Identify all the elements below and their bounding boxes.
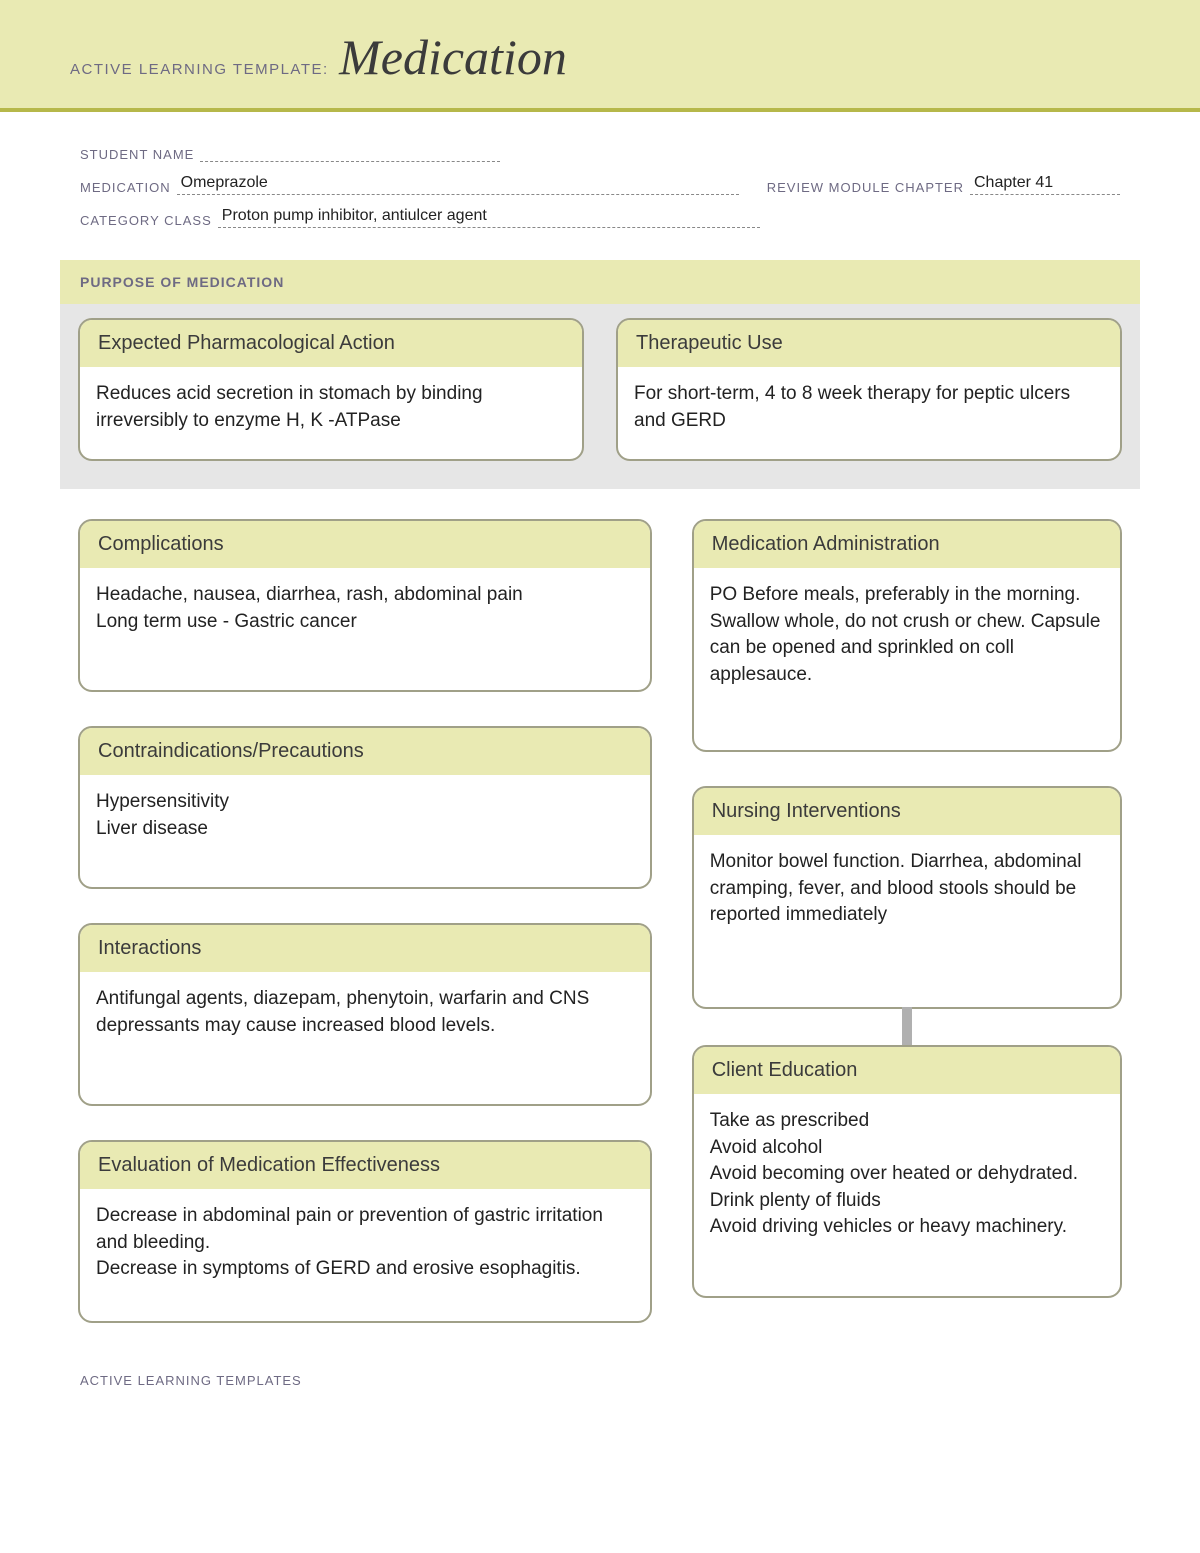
banner-title: Medication [339, 29, 567, 85]
right-column: Medication Administration PO Before meal… [692, 519, 1122, 1298]
review-value[interactable]: Chapter 41 [970, 174, 1120, 195]
therapeutic-use-card: Therapeutic Use For short-term, 4 to 8 w… [616, 318, 1122, 461]
pharm-action-title: Expected Pharmacological Action [80, 320, 582, 369]
education-title: Client Education [694, 1047, 1120, 1096]
medication-label: MEDICATION [80, 180, 171, 195]
review-label: REVIEW MODULE CHAPTER [767, 180, 964, 195]
administration-body: PO Before meals, preferably in the morni… [694, 570, 1120, 750]
student-name-label: STUDENT NAME [80, 147, 194, 162]
contraindications-body: Hypersensitivity Liver disease [80, 777, 650, 887]
education-body: Take as prescribed Avoid alcohol Avoid b… [694, 1096, 1120, 1296]
evaluation-body: Decrease in abdominal pain or prevention… [80, 1191, 650, 1321]
administration-title: Medication Administration [694, 521, 1120, 570]
interactions-title: Interactions [80, 925, 650, 974]
interactions-card: Interactions Antifungal agents, diazepam… [78, 923, 652, 1106]
purpose-section: Expected Pharmacological Action Reduces … [60, 304, 1140, 489]
contraindications-title: Contraindications/Precautions [80, 728, 650, 777]
purpose-heading: PURPOSE OF MEDICATION [60, 260, 1140, 304]
student-name-value[interactable] [200, 142, 500, 162]
complications-title: Complications [80, 521, 650, 570]
nursing-title: Nursing Interventions [694, 788, 1120, 837]
connector-line [902, 1007, 912, 1047]
contraindications-card: Contraindications/Precautions Hypersensi… [78, 726, 652, 889]
nursing-body: Monitor bowel function. Diarrhea, abdomi… [694, 837, 1120, 1007]
left-column: Complications Headache, nausea, diarrhea… [78, 519, 652, 1323]
nursing-card: Nursing Interventions Monitor bowel func… [692, 786, 1122, 1009]
medication-value[interactable]: Omeprazole [177, 174, 739, 195]
footer-text: ACTIVE LEARNING TEMPLATES [0, 1323, 1200, 1388]
spacer [692, 752, 1122, 786]
meta-block: STUDENT NAME MEDICATION Omeprazole REVIE… [0, 112, 1200, 260]
therapeutic-use-body: For short-term, 4 to 8 week therapy for … [618, 369, 1120, 459]
evaluation-title: Evaluation of Medication Effectiveness [80, 1142, 650, 1191]
administration-card: Medication Administration PO Before meal… [692, 519, 1122, 752]
evaluation-card: Evaluation of Medication Effectiveness D… [78, 1140, 652, 1323]
complications-card: Complications Headache, nausea, diarrhea… [78, 519, 652, 692]
main-grid: Complications Headache, nausea, diarrhea… [0, 489, 1200, 1323]
complications-body: Headache, nausea, diarrhea, rash, abdomi… [80, 570, 650, 690]
education-card: Client Education Take as prescribed Avoi… [692, 1045, 1122, 1298]
banner: ACTIVE LEARNING TEMPLATE: Medication [0, 0, 1200, 112]
pharm-action-body: Reduces acid secretion in stomach by bin… [80, 369, 582, 459]
category-label: CATEGORY CLASS [80, 213, 212, 228]
therapeutic-use-title: Therapeutic Use [618, 320, 1120, 369]
interactions-body: Antifungal agents, diazepam, phenytoin, … [80, 974, 650, 1104]
banner-prefix: ACTIVE LEARNING TEMPLATE: [70, 61, 329, 78]
category-value[interactable]: Proton pump inhibitor, antiulcer agent [218, 207, 760, 228]
page: ACTIVE LEARNING TEMPLATE: Medication STU… [0, 0, 1200, 1448]
pharm-action-card: Expected Pharmacological Action Reduces … [78, 318, 584, 461]
